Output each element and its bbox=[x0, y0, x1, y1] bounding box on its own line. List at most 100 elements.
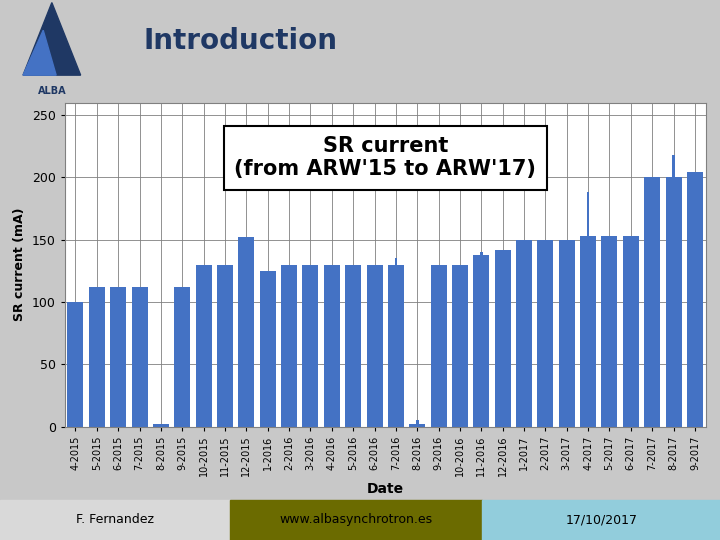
Bar bbox=[623, 236, 639, 427]
Bar bbox=[431, 265, 446, 427]
Bar bbox=[330, 265, 333, 427]
Bar bbox=[687, 172, 703, 427]
Text: F. Fernandez: F. Fernandez bbox=[76, 513, 154, 526]
Bar bbox=[480, 377, 482, 427]
Bar bbox=[217, 265, 233, 427]
Bar bbox=[416, 420, 418, 427]
Bar bbox=[651, 233, 654, 427]
Bar bbox=[224, 414, 226, 427]
Bar bbox=[452, 265, 468, 427]
Bar bbox=[395, 258, 397, 427]
Bar bbox=[373, 265, 376, 427]
Bar bbox=[245, 346, 248, 427]
Bar bbox=[288, 346, 290, 427]
Bar bbox=[96, 364, 98, 427]
Bar bbox=[437, 271, 440, 427]
Bar bbox=[629, 236, 632, 427]
Bar bbox=[309, 346, 312, 427]
Bar bbox=[89, 287, 105, 427]
Bar bbox=[523, 271, 526, 427]
Bar bbox=[388, 265, 404, 427]
Bar bbox=[601, 236, 618, 427]
Bar bbox=[230, 500, 482, 540]
Bar bbox=[324, 265, 340, 427]
Bar bbox=[138, 287, 141, 427]
Bar bbox=[473, 255, 490, 427]
Bar bbox=[117, 364, 120, 427]
Bar bbox=[459, 265, 462, 427]
Bar bbox=[238, 237, 254, 427]
Bar bbox=[672, 155, 675, 427]
Bar bbox=[68, 302, 84, 427]
Bar bbox=[132, 287, 148, 427]
Bar bbox=[480, 252, 482, 427]
X-axis label: Date: Date bbox=[366, 482, 404, 496]
Bar bbox=[693, 177, 696, 427]
Bar bbox=[266, 271, 269, 427]
Bar bbox=[352, 265, 354, 427]
Bar bbox=[96, 327, 98, 427]
Text: Introduction: Introduction bbox=[144, 28, 338, 56]
Bar bbox=[245, 420, 248, 427]
Bar bbox=[523, 423, 526, 427]
Bar bbox=[74, 352, 77, 427]
Bar bbox=[693, 233, 696, 427]
Bar bbox=[266, 346, 269, 427]
Bar bbox=[523, 240, 526, 427]
Bar bbox=[96, 287, 98, 427]
Bar bbox=[138, 346, 141, 427]
Bar bbox=[281, 265, 297, 427]
Bar bbox=[288, 265, 290, 427]
Bar bbox=[153, 424, 169, 427]
Bar bbox=[672, 177, 675, 427]
Bar bbox=[345, 265, 361, 427]
Bar bbox=[395, 346, 397, 427]
Bar bbox=[565, 265, 568, 427]
Y-axis label: SR current (mA): SR current (mA) bbox=[14, 208, 27, 321]
Bar bbox=[544, 240, 546, 427]
Bar bbox=[437, 383, 440, 427]
Bar bbox=[196, 265, 212, 427]
Bar bbox=[482, 500, 720, 540]
Bar bbox=[302, 265, 318, 427]
Text: ALBA: ALBA bbox=[37, 86, 66, 96]
Bar bbox=[665, 177, 682, 427]
Text: www.albasynchrotron.es: www.albasynchrotron.es bbox=[280, 513, 433, 526]
Bar bbox=[160, 424, 162, 427]
Bar bbox=[501, 414, 504, 427]
Bar bbox=[181, 287, 184, 427]
Bar bbox=[587, 420, 590, 427]
Bar bbox=[202, 414, 205, 427]
Bar bbox=[202, 265, 205, 427]
Bar bbox=[537, 240, 554, 427]
Bar bbox=[565, 240, 568, 427]
Bar bbox=[587, 192, 590, 427]
Bar bbox=[74, 302, 77, 427]
Bar bbox=[0, 500, 230, 540]
Bar bbox=[437, 265, 440, 427]
Bar bbox=[516, 240, 532, 427]
Bar bbox=[608, 236, 611, 427]
Bar bbox=[672, 265, 675, 427]
Bar bbox=[580, 236, 596, 427]
Polygon shape bbox=[23, 30, 56, 75]
Bar bbox=[366, 265, 382, 427]
Bar bbox=[495, 249, 510, 427]
Polygon shape bbox=[23, 3, 81, 75]
Bar bbox=[260, 271, 276, 427]
Bar bbox=[501, 249, 504, 427]
Bar bbox=[559, 240, 575, 427]
Bar bbox=[480, 255, 482, 427]
Bar bbox=[651, 208, 654, 427]
Text: SR current
(from ARW'15 to ARW'17): SR current (from ARW'15 to ARW'17) bbox=[234, 136, 536, 179]
Bar bbox=[587, 321, 590, 427]
Bar bbox=[629, 389, 632, 427]
Bar bbox=[587, 236, 590, 427]
Bar bbox=[651, 177, 654, 427]
Bar bbox=[644, 177, 660, 427]
Text: 17/10/2017: 17/10/2017 bbox=[565, 513, 637, 526]
Bar bbox=[409, 424, 426, 427]
Bar bbox=[174, 287, 190, 427]
Bar bbox=[117, 287, 120, 427]
Bar bbox=[202, 346, 205, 427]
